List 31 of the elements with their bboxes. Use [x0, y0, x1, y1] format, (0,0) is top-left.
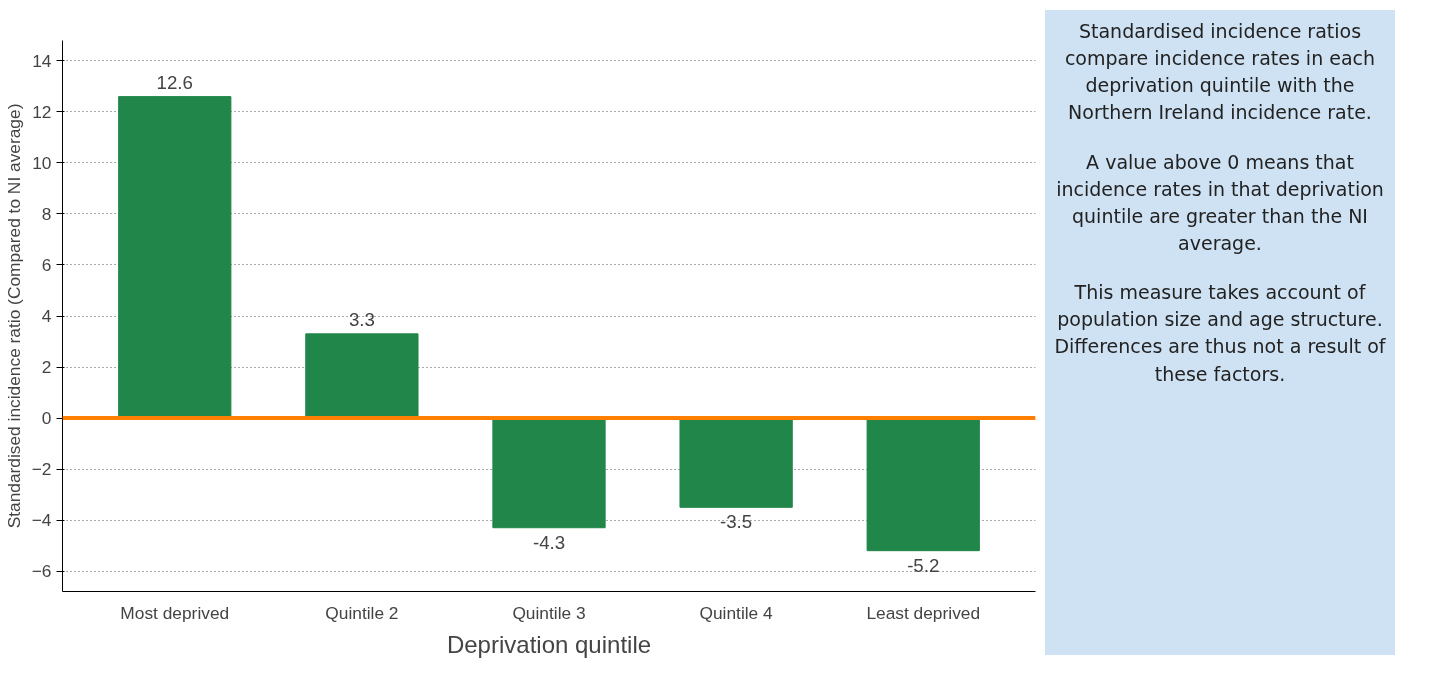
- text: A value above 0 means that incidence rates in that deprivation quintile are greater than the NI average.: [1055, 149, 1385, 256]
- bar: [866, 417, 980, 552]
- y-tick-label: 4: [41, 306, 52, 326]
- y-tick-label: −6: [31, 561, 52, 582]
- y-tick-label: 0: [41, 408, 52, 429]
- x-axis-title: Deprivation quintile: [446, 630, 652, 658]
- data-label: 3.3: [348, 308, 375, 330]
- bar: [679, 417, 793, 508]
- y-tick-label: 6: [41, 254, 52, 275]
- data-label: -4.3: [532, 531, 566, 553]
- data-label: -5.2: [907, 554, 940, 576]
- x-tick-label: Quintile 3: [512, 602, 586, 623]
- x-tick-label: Least deprived: [866, 602, 981, 623]
- y-tick-label: 12: [32, 101, 52, 122]
- y-tick-label: 8: [41, 203, 52, 224]
- y-tick-label: 14: [32, 50, 52, 71]
- text: Standardised incidence ratios compare incidence rates in each deprivation quintile with the Northern Ireland incidence rate.: [1063, 19, 1377, 126]
- text: This measure takes account of population size and age structure. Differences are thus not a result of these factors.: [1053, 280, 1387, 387]
- x-tick-label: Quintile 2: [325, 602, 399, 623]
- data-label: -3.5: [720, 511, 753, 533]
- y-axis-title: Standardised incidence ratio (Compared to NI average): [3, 103, 24, 529]
- bar: [492, 417, 606, 529]
- data-label: 12.6: [156, 71, 193, 93]
- y-tick-label: 2: [41, 357, 52, 378]
- bar: [305, 333, 419, 419]
- x-tick-label: Quintile 4: [699, 602, 774, 623]
- y-tick-label: 10: [32, 152, 52, 173]
- x-tick-label: Most deprived: [120, 602, 230, 623]
- y-tick-label: −4: [31, 510, 52, 531]
- bar: [118, 96, 232, 419]
- y-tick-label: −2: [31, 459, 52, 480]
